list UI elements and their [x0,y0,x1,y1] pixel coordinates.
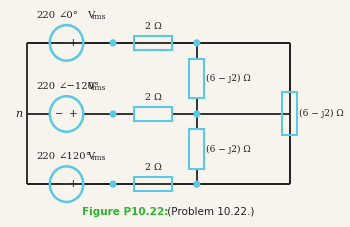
Bar [134,107,172,121]
Text: +: + [69,109,78,119]
Text: ∠120°: ∠120° [59,152,92,161]
Text: (6 − ȷ2) Ω: (6 − ȷ2) Ω [206,145,251,154]
Text: rms: rms [92,13,106,21]
Text: rms: rms [92,154,106,163]
Bar [134,36,172,50]
Text: (Problem 10.22.): (Problem 10.22.) [164,207,255,217]
Text: V: V [87,82,94,91]
Circle shape [194,111,199,117]
Text: (6 − ȷ2) Ω: (6 − ȷ2) Ω [206,74,251,83]
Bar [282,92,298,135]
Text: −: − [55,109,64,119]
Text: V: V [87,11,94,20]
Bar [134,177,172,191]
Text: rms: rms [92,84,106,92]
Circle shape [110,111,116,117]
Text: +: + [69,179,78,189]
Text: +: + [69,38,78,48]
Text: 220: 220 [36,82,56,91]
Text: −: − [55,179,64,189]
Circle shape [110,181,116,187]
Circle shape [110,40,116,46]
Circle shape [194,181,199,187]
Text: (6 − ȷ2) Ω: (6 − ȷ2) Ω [299,109,344,118]
Text: ∠−120°: ∠−120° [59,82,100,91]
Text: 220: 220 [36,152,56,161]
Text: 2 Ω: 2 Ω [145,93,161,102]
Text: 2 Ω: 2 Ω [145,163,161,172]
Bar [189,129,204,169]
Text: 220: 220 [36,11,56,20]
Text: V: V [87,152,94,161]
Circle shape [194,40,199,46]
Text: −: − [55,38,64,48]
Text: n: n [16,109,23,119]
Text: ∠0°: ∠0° [59,11,79,20]
Bar [189,59,204,98]
Text: 2 Ω: 2 Ω [145,22,161,31]
Text: Figure P10.22:: Figure P10.22: [82,207,169,217]
